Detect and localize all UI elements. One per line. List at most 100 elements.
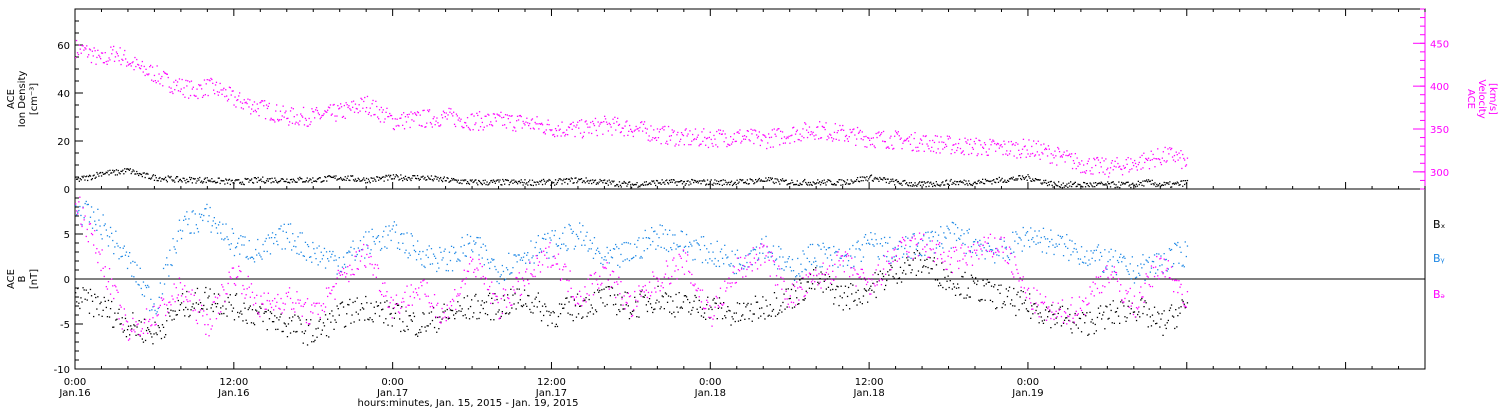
density-point xyxy=(859,181,860,182)
bz-point xyxy=(128,340,129,341)
density-point xyxy=(1013,177,1014,178)
by-point xyxy=(801,271,802,272)
density-point xyxy=(524,179,525,180)
bx-point xyxy=(883,276,884,277)
velocity-point xyxy=(734,133,735,134)
bx-point xyxy=(811,288,812,289)
by-point xyxy=(265,241,266,242)
density-point xyxy=(418,178,419,179)
by-point xyxy=(148,286,149,287)
by-point xyxy=(252,257,253,258)
bz-point xyxy=(250,297,251,298)
bx-point xyxy=(719,297,720,298)
bx-point xyxy=(806,291,807,292)
bz-point xyxy=(121,307,122,308)
by-point xyxy=(496,281,497,282)
by-point xyxy=(460,246,461,247)
bx-point xyxy=(732,316,733,317)
density-point xyxy=(615,185,616,186)
by-point xyxy=(780,248,781,249)
velocity-point xyxy=(712,146,713,147)
velocity-point xyxy=(764,135,765,136)
by-point xyxy=(1065,246,1066,247)
bx-point xyxy=(649,298,650,299)
bx-point xyxy=(102,316,103,317)
bz-point xyxy=(200,309,201,310)
velocity-point xyxy=(238,95,239,96)
by-point xyxy=(195,213,196,214)
bz-point xyxy=(177,297,178,298)
velocity-point xyxy=(567,134,568,135)
by-point xyxy=(514,254,515,255)
density-point xyxy=(192,182,193,183)
density-point xyxy=(426,179,427,180)
by-point xyxy=(968,232,969,233)
velocity-point xyxy=(258,115,259,116)
bx-point xyxy=(1039,322,1040,323)
velocity-point xyxy=(482,122,483,123)
bx-point xyxy=(211,307,212,308)
by-point xyxy=(432,263,433,264)
bx-point xyxy=(213,311,214,312)
bx-point xyxy=(981,299,982,300)
bx-point xyxy=(130,325,131,326)
by-point xyxy=(527,252,528,253)
bx-point xyxy=(809,288,810,289)
bx-point xyxy=(1031,305,1032,306)
by-point xyxy=(1089,264,1090,265)
density-point xyxy=(655,185,656,186)
by-point xyxy=(793,270,794,271)
bx-point xyxy=(240,311,241,312)
velocity-point xyxy=(977,153,978,154)
bx-point xyxy=(254,324,255,325)
by-point xyxy=(593,258,594,259)
bz-point xyxy=(149,319,150,320)
by-point xyxy=(661,247,662,248)
bz-point xyxy=(180,282,181,283)
velocity-point xyxy=(131,65,132,66)
density-point xyxy=(1042,182,1043,183)
bx-point xyxy=(784,309,785,310)
bz-point xyxy=(178,294,179,295)
velocity-point xyxy=(943,142,944,143)
bz-point xyxy=(92,234,93,235)
by-point xyxy=(954,233,955,234)
density-point xyxy=(147,174,148,175)
by-point xyxy=(1086,250,1087,251)
velocity-point xyxy=(831,137,832,138)
by-point xyxy=(316,247,317,248)
by-point xyxy=(1087,265,1088,266)
density-point xyxy=(1140,182,1141,183)
velocity-point xyxy=(444,112,445,113)
bx-point xyxy=(763,313,764,314)
velocity-point xyxy=(304,124,305,125)
by-point xyxy=(586,232,587,233)
velocity-point xyxy=(770,147,771,148)
by-point xyxy=(96,230,97,231)
bx-point xyxy=(418,332,419,333)
density-point xyxy=(1031,181,1032,182)
velocity-point xyxy=(273,120,274,121)
bz-point xyxy=(129,338,130,339)
by-point xyxy=(898,248,899,249)
by-point xyxy=(324,248,325,249)
velocity-point xyxy=(751,133,752,134)
by-point xyxy=(397,248,398,249)
bx-point xyxy=(194,308,195,309)
density-point xyxy=(955,184,956,185)
density-point xyxy=(1167,182,1168,183)
velocity-point xyxy=(956,150,957,151)
by-point xyxy=(1027,231,1028,232)
velocity-point xyxy=(1160,162,1161,163)
velocity-point xyxy=(782,131,783,132)
by-point xyxy=(224,238,225,239)
bz-point xyxy=(151,324,152,325)
velocity-point xyxy=(105,52,106,53)
density-point xyxy=(738,182,739,183)
velocity-point xyxy=(178,90,179,91)
velocity-point xyxy=(296,114,297,115)
bz-point xyxy=(196,320,197,321)
density-point xyxy=(105,173,106,174)
bz-point xyxy=(107,288,108,289)
by-point xyxy=(144,296,145,297)
